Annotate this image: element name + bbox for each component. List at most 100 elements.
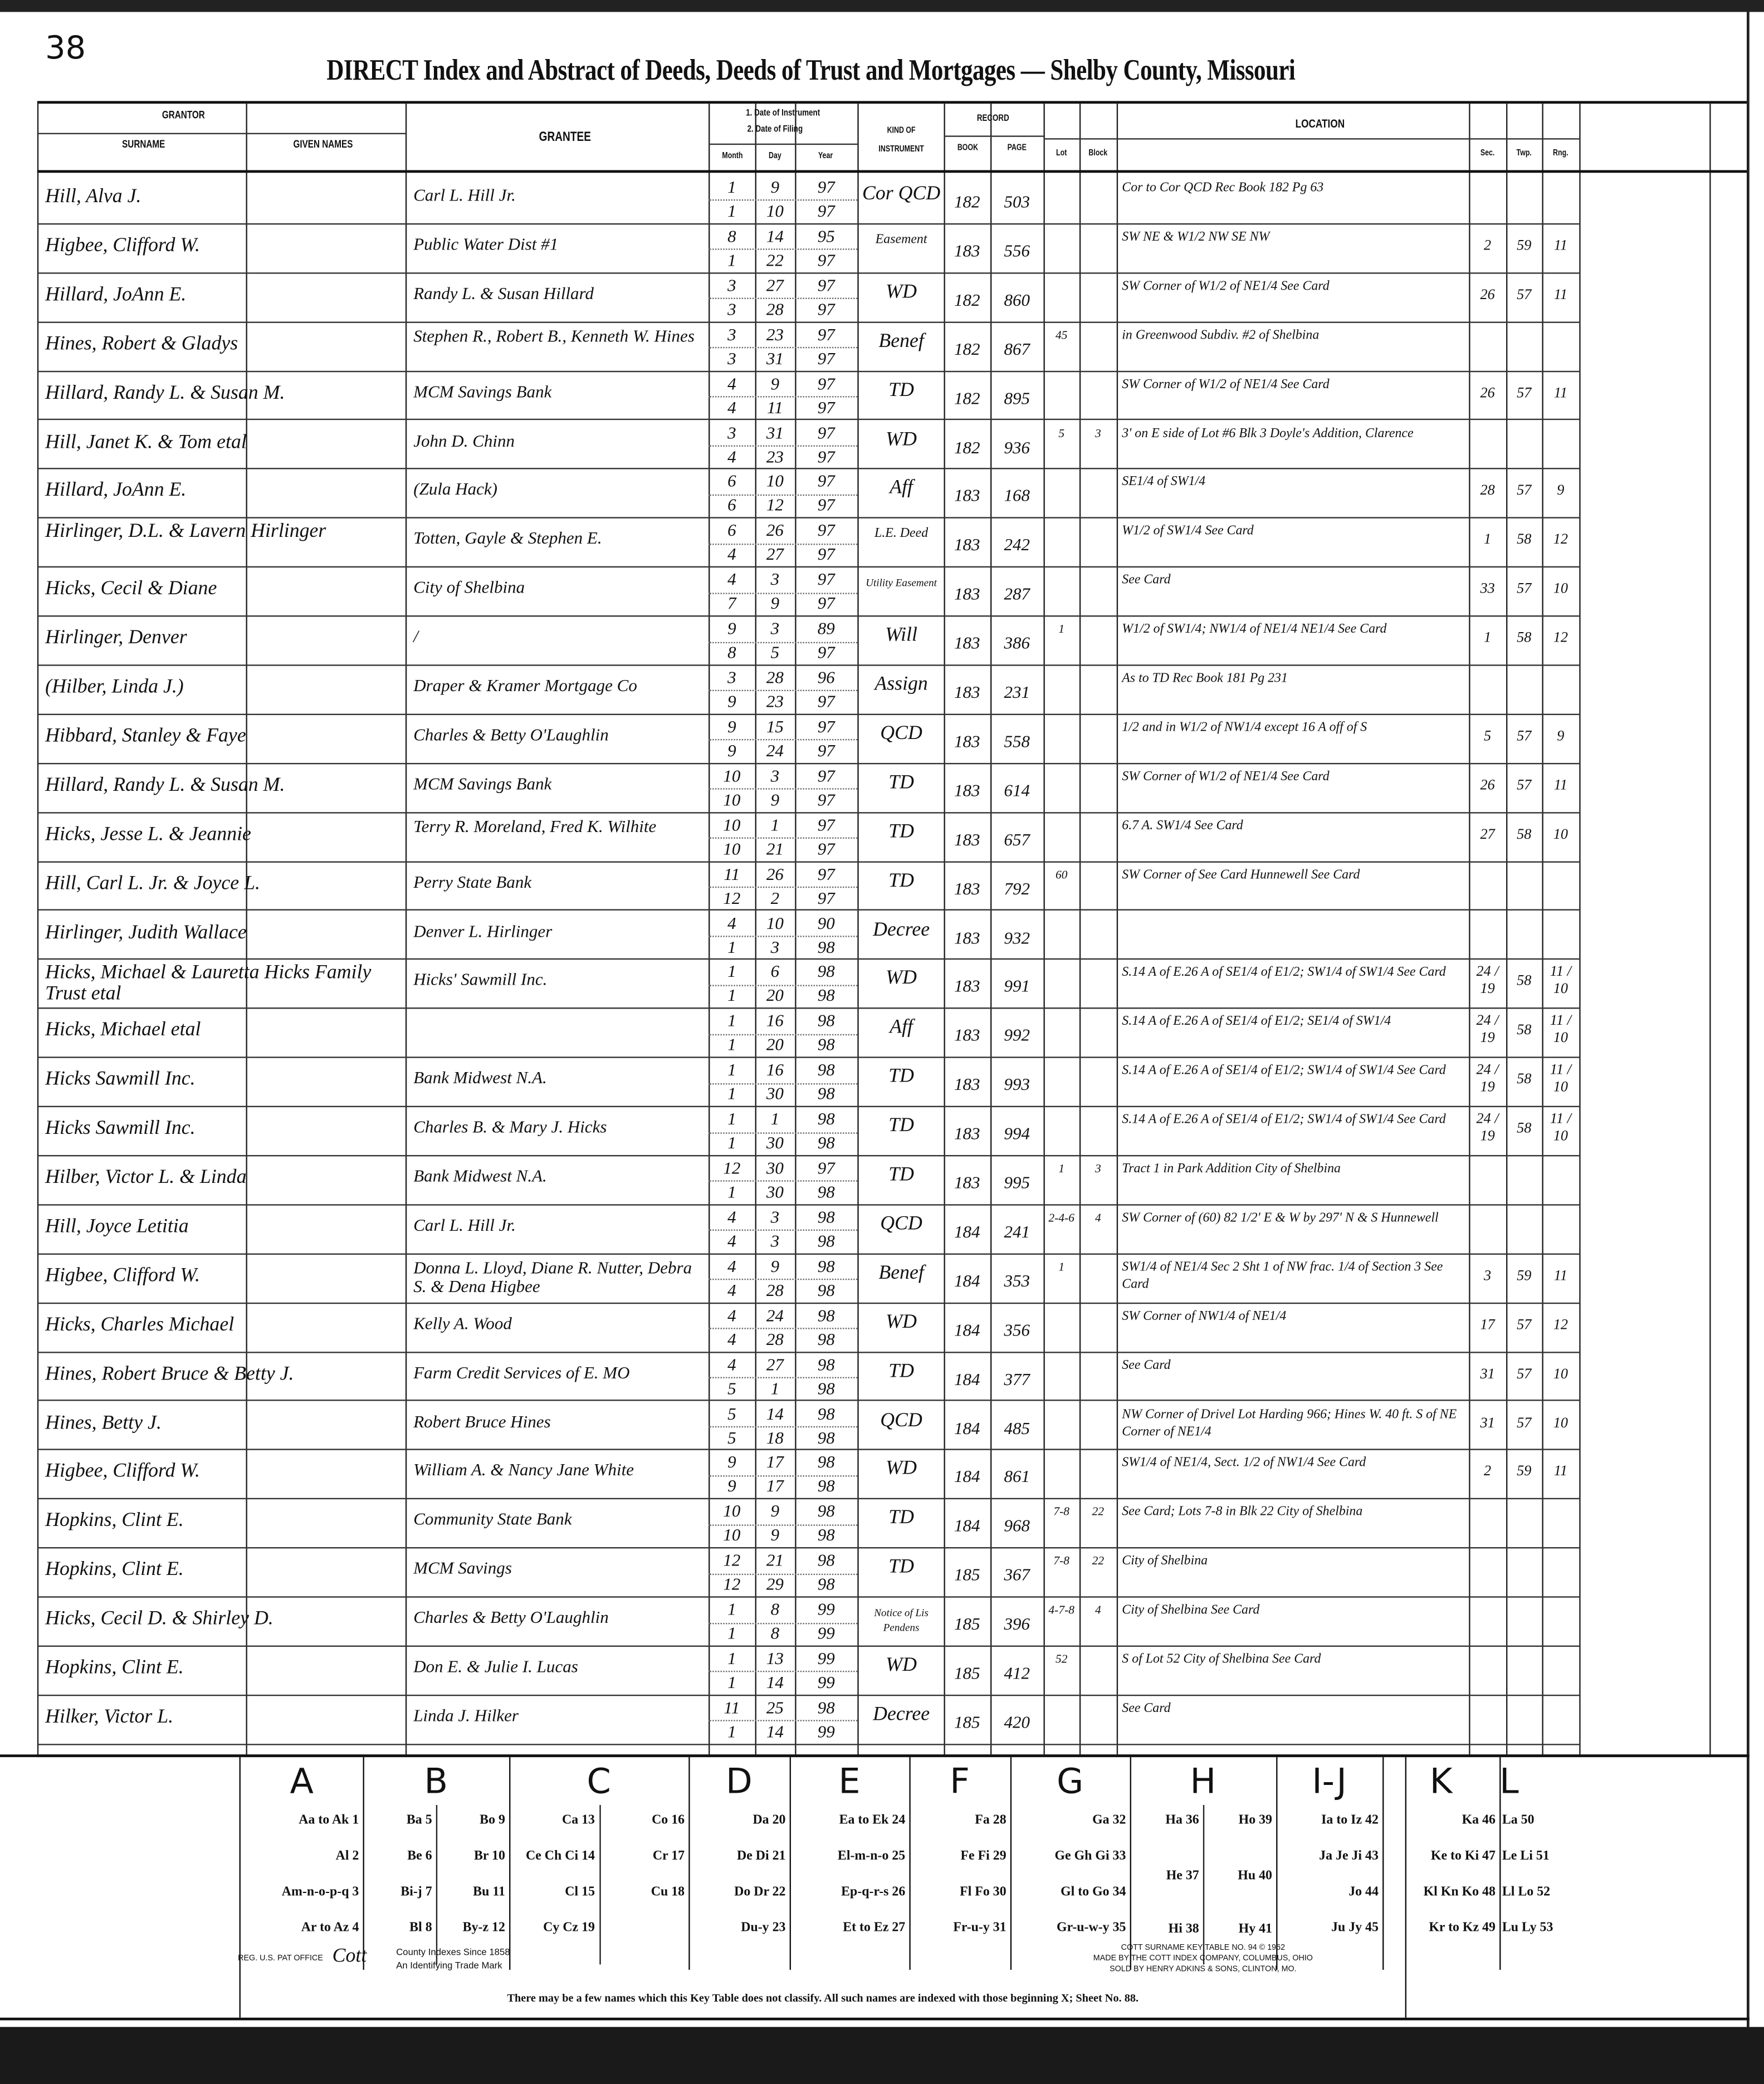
date-year: 97: [817, 250, 835, 270]
date-split-rule: [708, 1475, 858, 1477]
location-rng: 11 / 10: [1550, 1013, 1571, 1046]
date-day: 22: [766, 250, 784, 270]
location-rng: 11: [1553, 385, 1568, 401]
location-lot: 52: [1055, 1652, 1068, 1666]
date-day: 13: [766, 1648, 784, 1669]
row-rule: [37, 370, 1580, 372]
row-rule: [37, 517, 1580, 519]
location-twp: 57: [1517, 728, 1532, 745]
date-day: 9: [770, 1501, 780, 1521]
date-month: 10: [723, 814, 741, 835]
header-grantor: GRANTOR: [162, 109, 205, 121]
date-day: 1: [770, 1377, 780, 1398]
row-rule: [37, 468, 1580, 470]
location-lot: 7-8: [1053, 1554, 1070, 1568]
date-month: 1: [727, 936, 736, 957]
column-rule: [1506, 104, 1508, 1755]
key-entry: Du-y 23: [741, 1920, 786, 1935]
date-split-rule: [708, 641, 858, 643]
header-block: Block: [1088, 149, 1108, 159]
grantor-name: Hicks Sawmill Inc.: [45, 1069, 196, 1090]
table-row: Hill, Janet K. & Tom etal John D. Chinn 3 3…: [37, 420, 1747, 470]
grantee-name: Randy L. & Susan Hillard: [413, 282, 594, 303]
column-rule: [990, 104, 992, 1755]
location-rng: 10: [1553, 826, 1568, 843]
date-split-rule: [708, 592, 858, 594]
key-entry: Kr to Kz 49: [1429, 1920, 1496, 1935]
date-split-rule: [708, 298, 858, 300]
location-description: See Card: [1122, 573, 1171, 588]
instrument-kind: Benef: [878, 330, 924, 352]
date-year: 97: [817, 1157, 835, 1178]
location-sec: 17: [1480, 1317, 1495, 1333]
date-day: 14: [766, 1721, 784, 1741]
header-rng: Rng.: [1553, 149, 1568, 159]
date-split-rule: [708, 837, 858, 839]
grantor-name: Hicks Sawmill Inc.: [45, 1118, 196, 1139]
grantee-name: /: [413, 626, 418, 647]
date-split-rule: [708, 1181, 858, 1182]
date-month: 12: [723, 887, 741, 908]
instrument-kind: Easement: [875, 232, 927, 247]
row-rule: [37, 1105, 1580, 1108]
table-row: Hillard, Randy L. & Susan M. MCM Savings …: [37, 764, 1747, 813]
location-twp: 57: [1517, 777, 1532, 794]
header-page: PAGE: [1007, 143, 1027, 153]
date-month: 1: [727, 1648, 736, 1669]
key-entry: Be 6: [407, 1848, 432, 1864]
date-year: 97: [817, 275, 835, 295]
grantee-name: Linda J. Hilker: [413, 1705, 519, 1725]
date-day: 31: [766, 422, 784, 442]
key-entry: Lu Ly 53: [1502, 1920, 1553, 1935]
grantee-name: City of Shelbina: [413, 577, 525, 598]
location-description: 6.7 A. SW1/4 See Card: [1122, 818, 1243, 833]
date-day: 20: [766, 1034, 784, 1055]
date-day: 23: [766, 324, 784, 344]
date-split-rule: [708, 1034, 858, 1035]
date-year: 97: [817, 838, 835, 858]
date-month: 5: [727, 1427, 736, 1447]
location-rng: 10: [1553, 1415, 1568, 1431]
date-month: 9: [727, 1452, 736, 1472]
instrument-kind: Aff: [890, 477, 913, 499]
location-description: S.14 A of E.26 A of SE1/4 of E1/2; SW1/4…: [1122, 965, 1446, 980]
date-year: 95: [817, 226, 835, 246]
footer-right-line-3: SOLD BY HENRY ADKINS & SONS, CLINTON, MO…: [1110, 1965, 1297, 1974]
record-book: 183: [954, 780, 980, 800]
instrument-kind: L.E. Deed: [874, 526, 929, 542]
table-row: Higbee, Clifford W. William A. & Nancy Ja…: [37, 1451, 1747, 1500]
date-month: 4: [727, 1353, 736, 1374]
date-month: 4: [727, 1206, 736, 1227]
date-day: 17: [766, 1476, 784, 1496]
date-year: 97: [817, 691, 835, 711]
table-row: Hibbard, Stanley & Faye Charles & Betty O…: [37, 715, 1747, 764]
instrument-kind: Decree: [873, 919, 930, 941]
location-twp: 58: [1517, 630, 1532, 647]
date-year: 97: [817, 593, 835, 613]
date-split-rule: [708, 1377, 858, 1378]
column-rule: [1079, 104, 1081, 1755]
location-twp: 58: [1517, 532, 1532, 548]
grantor-name: Hines, Robert Bruce & Betty J.: [45, 1363, 294, 1385]
date-year: 99: [817, 1623, 835, 1643]
date-day: 23: [766, 691, 784, 711]
date-month: 4: [727, 1304, 736, 1325]
location-twp: 58: [1517, 973, 1532, 990]
grantor-name: Hopkins, Clint E.: [45, 1657, 184, 1679]
table-row: Hicks, Cecil D. & Shirley D. Charles & Be…: [37, 1598, 1747, 1647]
date-year: 97: [817, 789, 835, 809]
table-row: Hilker, Victor L. Linda J. Hilker 11 25 98 1 1…: [37, 1696, 1747, 1745]
key-entry: Ga 32: [1092, 1813, 1126, 1828]
date-month: 3: [727, 275, 736, 295]
date-day: 30: [766, 1181, 784, 1202]
grantor-name: (Hilber, Linda J.): [45, 676, 184, 698]
date-year: 98: [817, 985, 835, 1006]
record-book: 184: [954, 1319, 980, 1339]
date-day: 26: [766, 520, 784, 540]
location-block: 4: [1094, 1603, 1101, 1617]
record-page: 556: [1004, 240, 1030, 261]
record-book: 184: [954, 1270, 980, 1290]
location-sec: 26: [1480, 385, 1495, 401]
instrument-kind: TD: [888, 1557, 915, 1578]
key-letter: B: [424, 1762, 448, 1803]
